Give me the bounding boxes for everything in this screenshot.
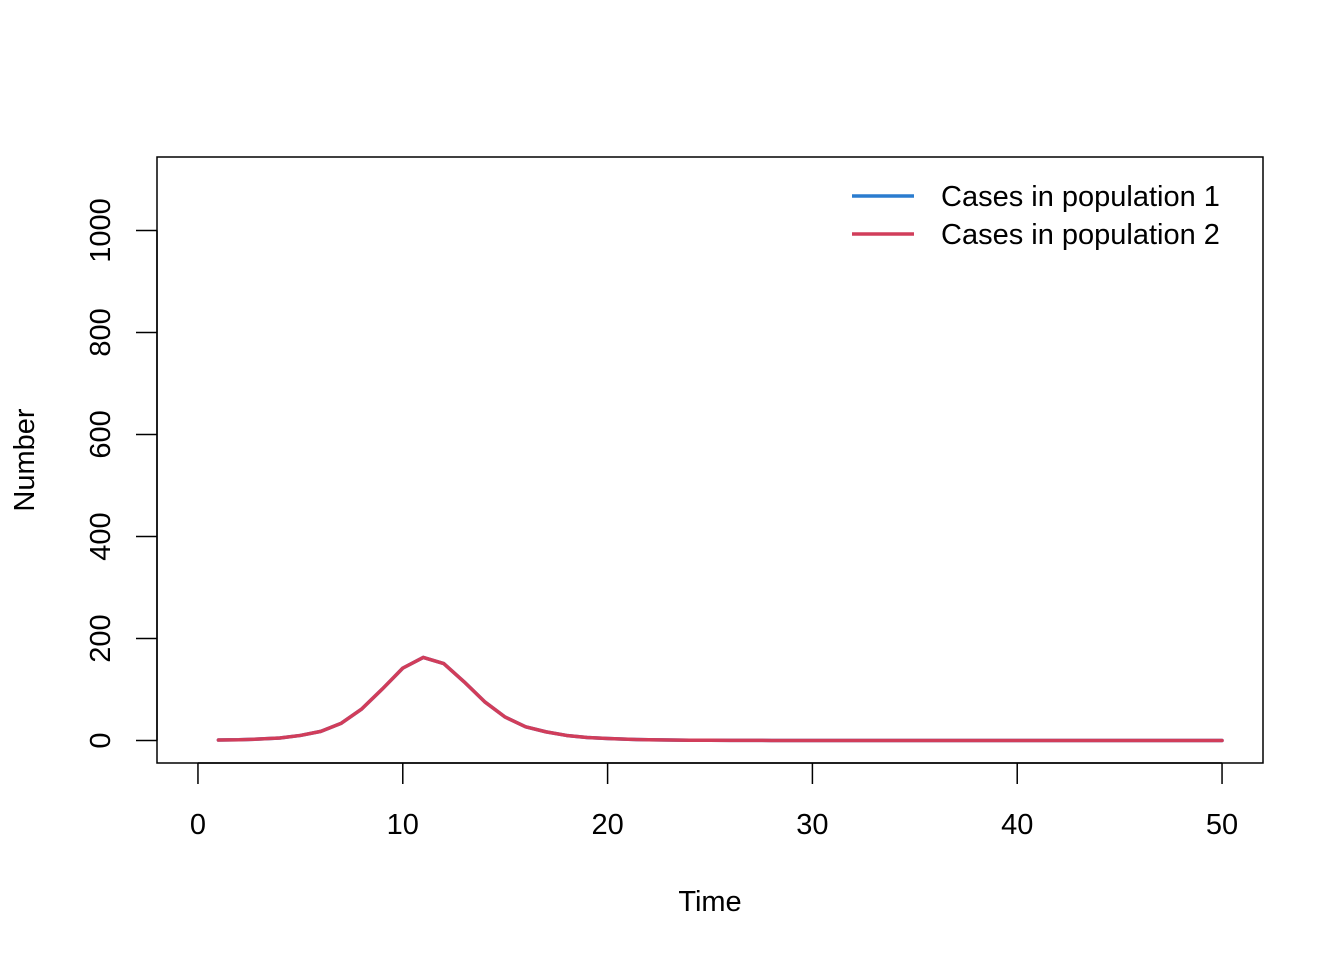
x-tick-label: 30 bbox=[796, 809, 828, 841]
y-tick-label: 200 bbox=[85, 614, 117, 662]
y-tick-label: 800 bbox=[85, 308, 117, 356]
y-tick-label: 400 bbox=[85, 512, 117, 560]
x-tick-label: 20 bbox=[591, 809, 623, 841]
series-line-2 bbox=[216, 655, 1224, 743]
y-axis: 0 200 400 600 800 1000 bbox=[85, 198, 158, 749]
y-tick-label: 1000 bbox=[85, 198, 117, 263]
y-tick-label: 0 bbox=[85, 732, 117, 748]
x-tick-label: 40 bbox=[1001, 809, 1033, 841]
legend: Cases in population 1 Cases in population… bbox=[852, 181, 1220, 251]
series-layer bbox=[216, 655, 1224, 743]
x-tick-label: 0 bbox=[190, 809, 206, 841]
x-tick-label: 50 bbox=[1206, 809, 1238, 841]
y-tick-label: 600 bbox=[85, 410, 117, 458]
x-axis-label: Time bbox=[678, 886, 741, 918]
x-tick-label: 10 bbox=[387, 809, 419, 841]
legend-label-2: Cases in population 2 bbox=[941, 219, 1220, 251]
legend-label-1: Cases in population 1 bbox=[941, 181, 1220, 213]
y-axis-label: Number bbox=[9, 408, 41, 511]
x-axis: 0 10 20 30 40 50 bbox=[190, 762, 1238, 841]
